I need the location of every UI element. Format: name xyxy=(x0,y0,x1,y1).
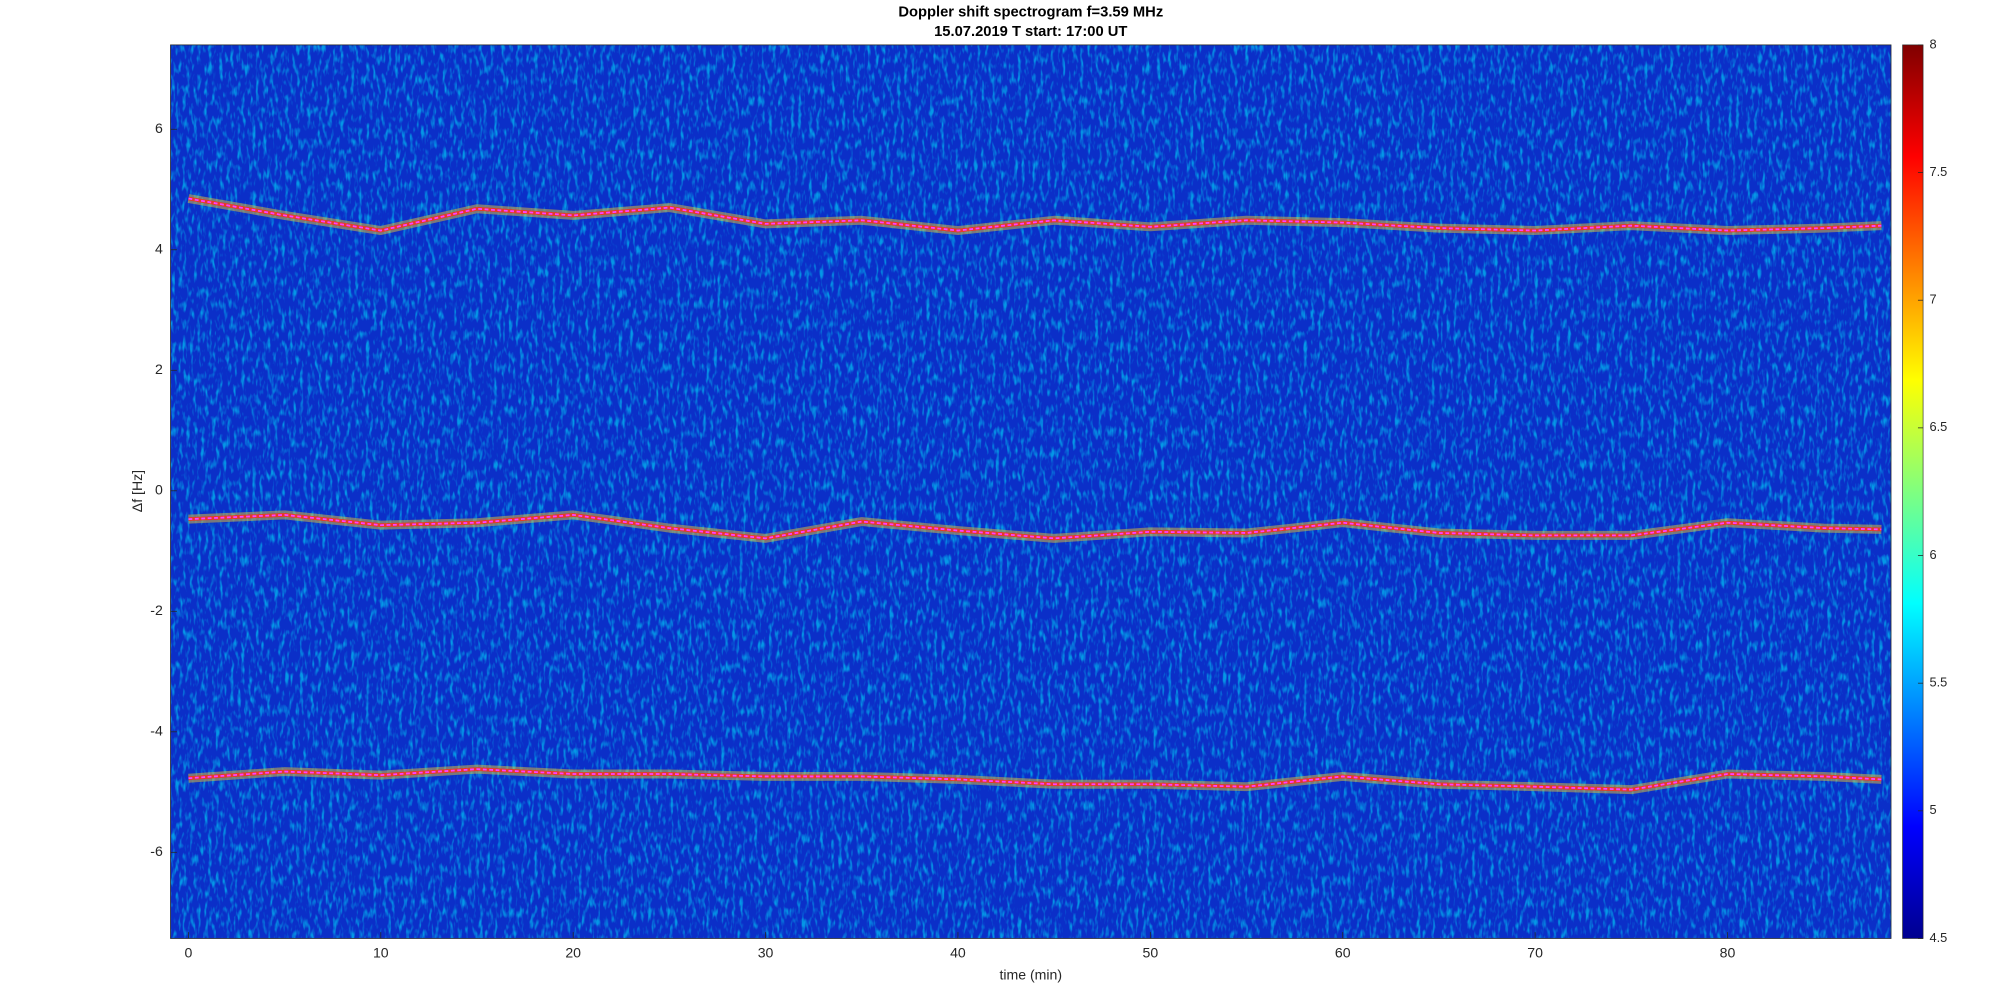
x-axis-label: time (min) xyxy=(999,966,1062,982)
trace-line xyxy=(188,768,1882,791)
x-tick-label: 20 xyxy=(565,945,581,961)
plot-frame xyxy=(170,44,1892,939)
trace-line xyxy=(188,513,1882,540)
x-tick-label: 10 xyxy=(373,945,389,961)
y-tick-label: 6 xyxy=(155,120,163,136)
colorbar-tick-label: 7 xyxy=(1929,292,1936,307)
y-tick-label: -2 xyxy=(150,602,163,618)
x-tick-label: 0 xyxy=(184,945,192,961)
colorbar-tick-label: 4.5 xyxy=(1929,930,1947,945)
colorbar-tick-label: 5.5 xyxy=(1929,675,1947,690)
colorbar-tick-label: 6 xyxy=(1929,547,1936,562)
colorbar-tick-label: 8 xyxy=(1929,36,1936,51)
chart-subtitle: 15.07.2019 T start: 17:00 UT xyxy=(934,24,1127,40)
chart-title: Doppler shift spectrogram f=3.59 MHz xyxy=(898,5,1163,21)
colorbar-tick-label: 7.5 xyxy=(1929,164,1947,179)
colorbar-tick-label: 5 xyxy=(1929,802,1936,817)
colorbar-tick-label: 6.5 xyxy=(1929,419,1947,434)
y-tick-label: -6 xyxy=(150,843,163,859)
x-tick-label: 80 xyxy=(1720,945,1736,961)
y-tick-label: 0 xyxy=(155,482,163,498)
y-axis-label: Δf [Hz] xyxy=(129,470,145,512)
traces xyxy=(187,194,1882,795)
trace-line xyxy=(188,197,1882,232)
noise-texture xyxy=(170,44,1892,939)
x-tick-label: 60 xyxy=(1335,945,1351,961)
y-tick-label: 2 xyxy=(155,361,163,377)
x-tick-label: 50 xyxy=(1142,945,1158,961)
x-tick-label: 70 xyxy=(1527,945,1543,961)
y-tick-label: -4 xyxy=(150,723,163,739)
x-tick-label: 30 xyxy=(758,945,774,961)
x-tick-label: 40 xyxy=(950,945,966,961)
colorbar xyxy=(1902,44,1924,939)
y-tick-label: 4 xyxy=(155,240,163,256)
